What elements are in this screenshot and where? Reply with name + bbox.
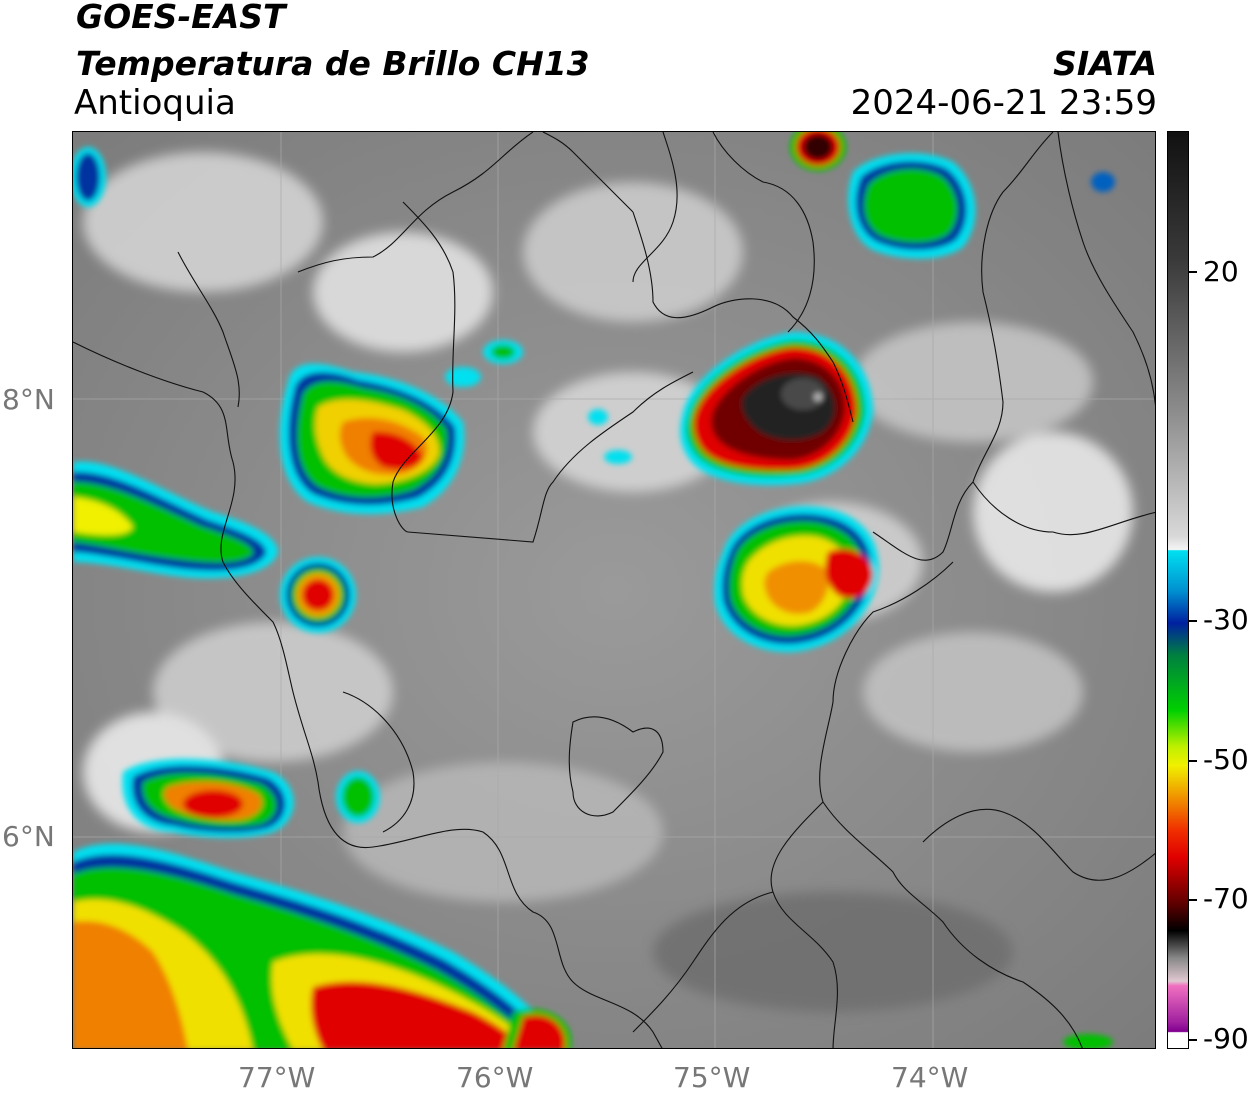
- colorbar-tick-minus30: -30: [1203, 603, 1249, 636]
- lon-tick-75w: 75°W: [673, 1061, 751, 1094]
- lon-tick-74w: 74°W: [891, 1061, 969, 1094]
- colorbar-tickmark-minus30: [1189, 620, 1197, 622]
- north-central-cell: [680, 332, 873, 486]
- west-uraba-cell: [279, 363, 465, 514]
- map-canvas: [73, 132, 1155, 1048]
- southwest-choco-cells: [73, 147, 1115, 1048]
- temperature-colorbar: [1167, 131, 1189, 1049]
- northeast-cell: [790, 132, 976, 259]
- region-label: Antioquia: [74, 83, 236, 123]
- lon-tick-76w: 76°W: [456, 1061, 534, 1094]
- east-cell: [714, 506, 879, 653]
- small-west-cell: [280, 557, 356, 633]
- satellite-title: GOES-EAST: [76, 0, 286, 36]
- organization-label: SIATA: [1053, 44, 1157, 83]
- datetime-label: 2024-06-21 23:59: [850, 83, 1157, 123]
- colorbar-tickmark-20: [1189, 271, 1197, 273]
- west-coast-band: [73, 461, 278, 579]
- lat-tick-8n: 8°N: [2, 383, 55, 416]
- colorbar-tickmark-minus50: [1189, 760, 1197, 762]
- brightness-temperature-map: [72, 131, 1156, 1049]
- lat-tick-6n: 6°N: [2, 820, 55, 853]
- colorbar-tickmark-minus70: [1189, 899, 1197, 901]
- colorbar-tick-minus70: -70: [1203, 882, 1249, 915]
- colorbar-tickmark-minus90: [1189, 1039, 1197, 1041]
- gridlines: [73, 132, 1155, 1048]
- colorbar-tick-20: 20: [1203, 255, 1239, 288]
- colorbar-tick-minus50: -50: [1203, 743, 1249, 776]
- lon-tick-77w: 77°W: [238, 1061, 316, 1094]
- colorbar-gradient: [1168, 132, 1188, 1048]
- product-title: Temperatura de Brillo CH13: [76, 44, 590, 83]
- colorbar-tick-minus90: -90: [1203, 1022, 1249, 1055]
- borders: [73, 132, 1155, 1048]
